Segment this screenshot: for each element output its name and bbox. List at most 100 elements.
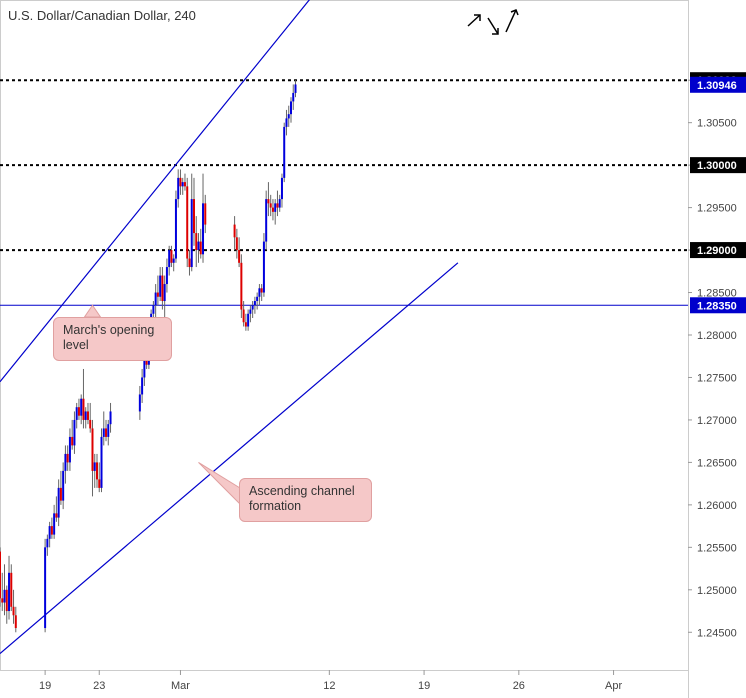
channel-upper	[0, 0, 310, 383]
candle-body	[1, 598, 4, 603]
y-tick-label: 1.29500	[697, 203, 737, 215]
candle-body	[75, 407, 78, 420]
arrow-down-icon	[487, 17, 499, 35]
arrow-down-icon-head	[492, 28, 499, 35]
candle-body	[190, 199, 193, 268]
candle-body	[8, 572, 11, 612]
y-tick-label: 1.28000	[697, 330, 737, 342]
candle-body	[265, 199, 268, 242]
candle-body	[249, 309, 252, 314]
time-axis: 19 23 Mar 12 19 26 Apr	[0, 670, 688, 692]
candle-body	[199, 241, 202, 255]
level-badge: 1.28350	[697, 300, 737, 312]
candle-body	[46, 538, 49, 548]
candle-body	[287, 114, 290, 119]
candle-body	[192, 199, 195, 234]
candlesticks	[0, 80, 297, 633]
candle-body	[55, 513, 58, 518]
level-badge: 1.30000	[697, 160, 737, 172]
candle-body	[105, 428, 108, 437]
candle-body	[183, 182, 186, 187]
candle-body	[292, 92, 295, 102]
candle-body	[235, 237, 238, 251]
candle-body	[172, 258, 175, 263]
candle-body	[12, 606, 15, 616]
projection-arrows	[467, 9, 519, 35]
candle-body	[253, 301, 256, 306]
y-tick-label: 1.26000	[697, 500, 737, 512]
level-badge-bg	[690, 297, 746, 314]
x-tick-label: 19	[39, 680, 51, 692]
candle-body	[258, 288, 261, 297]
candle-body	[242, 309, 245, 323]
candle-body	[283, 126, 286, 178]
x-tick-label: 23	[93, 680, 105, 692]
candle-body	[251, 305, 254, 310]
x-tick-label: 26	[513, 680, 525, 692]
y-tick-label: 1.25500	[697, 542, 737, 554]
candle-body	[195, 233, 198, 251]
price-axis: 1.24500 1.25000 1.25500 1.26000 1.26500 1.270…	[688, 0, 737, 698]
callout-ascending-channel: Ascending channel formation	[239, 478, 372, 522]
candle-body	[86, 411, 89, 420]
candle-body	[170, 250, 173, 263]
candle-body	[98, 479, 101, 488]
candle-body	[73, 419, 76, 446]
candle-body	[68, 436, 71, 463]
candle-body	[163, 284, 166, 302]
candle-body	[141, 377, 144, 395]
candle-body	[57, 487, 60, 518]
level-badge: 1.29000	[697, 245, 737, 257]
candle-body	[82, 398, 85, 420]
candle-body	[238, 250, 241, 263]
candle-body	[154, 292, 157, 306]
y-tick-label: 1.25000	[697, 585, 737, 597]
arrow-up-icon	[467, 14, 481, 27]
candle-body	[269, 203, 272, 208]
level-badge-bg	[690, 242, 746, 259]
y-tick-label: 1.30500	[697, 118, 737, 130]
candle-body	[10, 572, 13, 607]
candle-body	[260, 288, 263, 293]
x-tick-label: 19	[418, 680, 430, 692]
candle-body	[93, 462, 96, 471]
ascending-channel	[0, 0, 459, 654]
candle-body	[177, 177, 180, 200]
candle-body	[64, 453, 67, 471]
candle-body	[3, 589, 6, 603]
candle-body	[95, 462, 98, 480]
candle-body	[5, 589, 8, 612]
candle-body	[84, 411, 87, 420]
current-price-badge-bg	[690, 76, 746, 93]
candle-body	[274, 203, 277, 212]
candle-body	[244, 322, 247, 327]
candle-body	[138, 394, 141, 412]
candle-body	[156, 292, 159, 297]
y-tick-label: 1.26500	[697, 457, 737, 469]
candle-body	[197, 241, 200, 251]
candle-body	[186, 186, 189, 259]
callout-text-line: formation	[249, 499, 302, 513]
candle-body	[59, 487, 62, 501]
candle-body	[289, 101, 292, 115]
candle-body	[80, 398, 83, 416]
level-badge-bg	[690, 157, 746, 174]
candle-body	[168, 250, 171, 268]
candle-body	[50, 526, 53, 535]
candle-body	[66, 453, 69, 463]
candle-body	[240, 262, 243, 310]
candle-body	[247, 313, 250, 327]
candle-body	[107, 424, 110, 437]
candle-body	[280, 177, 283, 200]
candle-body	[62, 470, 65, 501]
candle-body	[202, 203, 205, 255]
y-tick-label: 1.27500	[697, 372, 737, 384]
x-tick-label: 12	[323, 680, 335, 692]
candle-body	[71, 436, 74, 446]
candle-body	[271, 207, 274, 212]
candle-body	[159, 275, 162, 297]
candle-body	[278, 199, 281, 208]
candle-body	[256, 296, 259, 302]
price-levels	[0, 79, 688, 306]
